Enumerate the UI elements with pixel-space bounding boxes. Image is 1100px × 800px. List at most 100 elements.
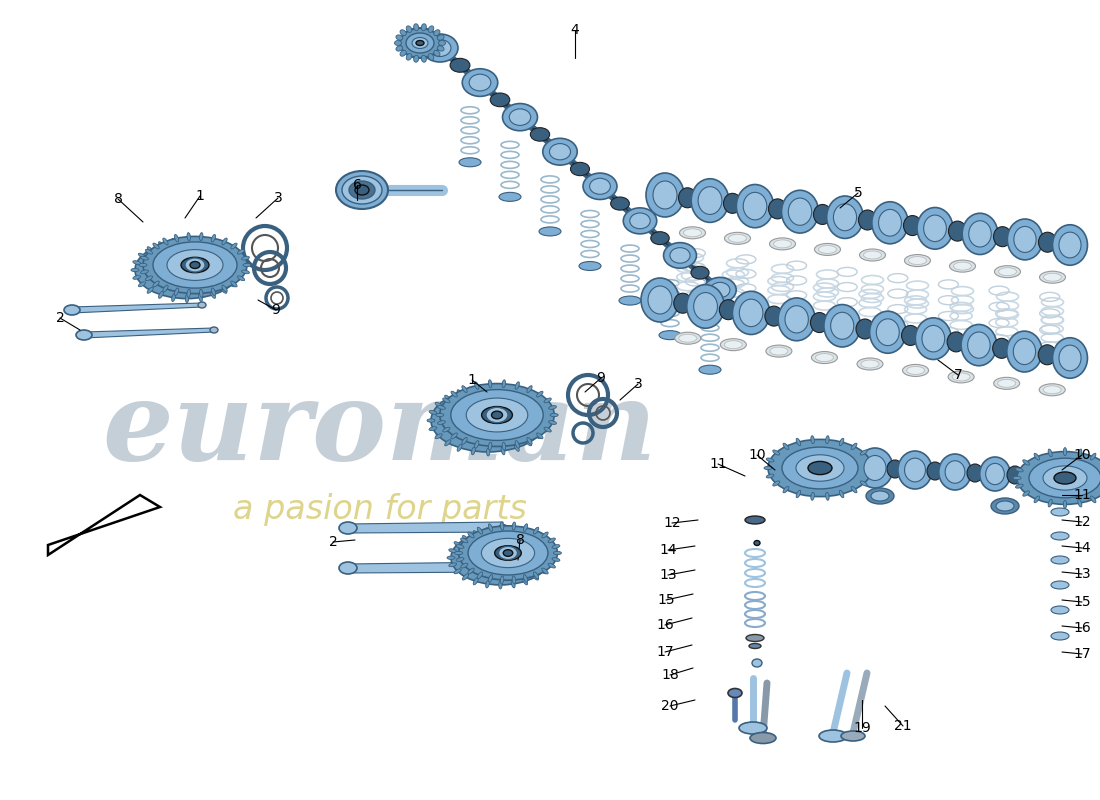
Ellipse shape — [222, 238, 228, 245]
Ellipse shape — [175, 288, 178, 295]
Ellipse shape — [542, 568, 548, 574]
Text: 11: 11 — [710, 457, 727, 471]
Ellipse shape — [242, 256, 250, 260]
Ellipse shape — [745, 516, 764, 524]
Ellipse shape — [720, 338, 746, 350]
Ellipse shape — [754, 541, 760, 546]
Ellipse shape — [540, 426, 548, 430]
Ellipse shape — [917, 207, 953, 249]
Ellipse shape — [830, 312, 854, 339]
Ellipse shape — [231, 281, 238, 287]
Text: 16: 16 — [1074, 621, 1091, 635]
Ellipse shape — [503, 380, 506, 388]
Ellipse shape — [238, 250, 244, 254]
Ellipse shape — [1090, 454, 1096, 460]
Ellipse shape — [400, 30, 406, 36]
Ellipse shape — [653, 181, 676, 209]
Ellipse shape — [773, 240, 792, 248]
Ellipse shape — [444, 440, 451, 446]
Ellipse shape — [903, 215, 922, 235]
Ellipse shape — [783, 486, 789, 493]
Ellipse shape — [539, 227, 561, 236]
Ellipse shape — [143, 237, 248, 294]
Ellipse shape — [679, 334, 696, 342]
Ellipse shape — [659, 330, 681, 340]
Ellipse shape — [153, 281, 159, 287]
Ellipse shape — [491, 409, 508, 426]
Ellipse shape — [954, 262, 971, 270]
Ellipse shape — [427, 419, 434, 422]
Ellipse shape — [414, 55, 419, 62]
Ellipse shape — [1023, 491, 1030, 496]
Ellipse shape — [750, 733, 776, 743]
Ellipse shape — [619, 296, 641, 305]
Ellipse shape — [1078, 449, 1081, 457]
Ellipse shape — [610, 197, 629, 210]
Ellipse shape — [461, 563, 468, 568]
Ellipse shape — [444, 395, 451, 402]
Ellipse shape — [945, 461, 965, 483]
Ellipse shape — [778, 298, 815, 341]
Ellipse shape — [527, 386, 532, 393]
Ellipse shape — [698, 366, 720, 374]
Ellipse shape — [522, 578, 528, 585]
Ellipse shape — [527, 438, 532, 444]
Ellipse shape — [145, 250, 153, 254]
Ellipse shape — [436, 414, 443, 417]
Ellipse shape — [449, 563, 456, 566]
Ellipse shape — [526, 440, 531, 446]
Ellipse shape — [744, 192, 767, 220]
Ellipse shape — [1050, 632, 1069, 640]
Ellipse shape — [902, 326, 920, 346]
Ellipse shape — [475, 414, 502, 428]
Ellipse shape — [462, 438, 468, 444]
Ellipse shape — [433, 50, 440, 56]
Ellipse shape — [553, 551, 561, 554]
Ellipse shape — [948, 371, 975, 383]
Ellipse shape — [472, 447, 475, 454]
Ellipse shape — [187, 233, 190, 241]
Ellipse shape — [147, 246, 153, 253]
Ellipse shape — [856, 319, 875, 339]
Ellipse shape — [187, 290, 190, 298]
Text: 11: 11 — [1074, 488, 1091, 502]
Ellipse shape — [839, 490, 844, 498]
Ellipse shape — [472, 386, 475, 394]
Ellipse shape — [470, 74, 491, 91]
Ellipse shape — [512, 528, 515, 535]
Ellipse shape — [182, 259, 197, 274]
Ellipse shape — [147, 287, 153, 294]
Ellipse shape — [175, 234, 178, 242]
Ellipse shape — [189, 259, 205, 274]
Text: 12: 12 — [1074, 515, 1091, 529]
Ellipse shape — [949, 260, 976, 272]
Ellipse shape — [579, 262, 601, 270]
Ellipse shape — [442, 427, 450, 432]
Ellipse shape — [515, 441, 519, 448]
Ellipse shape — [550, 414, 558, 417]
Text: 2: 2 — [56, 311, 65, 325]
Ellipse shape — [498, 581, 502, 589]
Ellipse shape — [858, 210, 877, 230]
Text: 4: 4 — [571, 23, 580, 37]
Ellipse shape — [486, 448, 490, 456]
Ellipse shape — [648, 286, 672, 314]
Ellipse shape — [199, 238, 202, 246]
Ellipse shape — [1044, 274, 1061, 282]
Ellipse shape — [728, 234, 747, 242]
Ellipse shape — [991, 498, 1019, 514]
Text: 1: 1 — [468, 373, 476, 387]
Ellipse shape — [447, 398, 530, 443]
Ellipse shape — [488, 524, 493, 531]
Text: a pasion for parts: a pasion for parts — [233, 494, 527, 526]
Ellipse shape — [1026, 466, 1044, 486]
Ellipse shape — [968, 332, 990, 358]
Ellipse shape — [421, 24, 427, 30]
Ellipse shape — [474, 441, 478, 448]
Ellipse shape — [153, 242, 236, 288]
Ellipse shape — [456, 545, 464, 548]
Ellipse shape — [421, 55, 427, 62]
Ellipse shape — [724, 194, 741, 214]
Ellipse shape — [834, 204, 857, 230]
Ellipse shape — [199, 290, 204, 298]
